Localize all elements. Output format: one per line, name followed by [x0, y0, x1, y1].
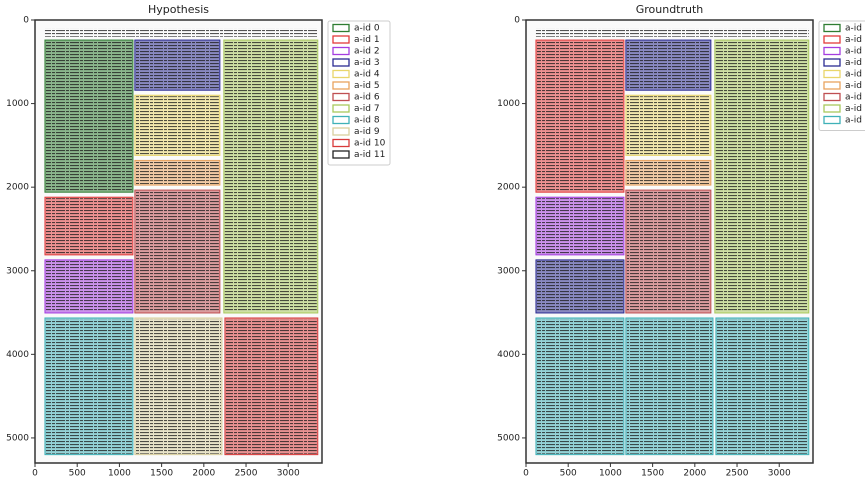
text-texture: [136, 191, 219, 312]
text-texture: [716, 41, 808, 312]
y-tick-label: 5000: [6, 433, 29, 443]
x-tick-label: 2000: [683, 469, 706, 479]
y-tick-label: 0: [514, 16, 520, 26]
legend-label: a-id 10: [354, 139, 386, 149]
text-texture: [136, 41, 219, 89]
chart-title: Groundtruth: [636, 3, 704, 16]
x-tick-label: 3000: [277, 469, 300, 479]
legend-label: a-id 1: [354, 35, 380, 45]
x-tick-label: 500: [560, 469, 577, 479]
legend-label: a-id 3: [354, 58, 380, 68]
y-tick-label: 1000: [6, 99, 29, 109]
legend-label: a-id 0: [845, 24, 865, 34]
text-texture: [717, 319, 808, 454]
legend-label: a-id 0: [354, 24, 380, 34]
text-texture: [46, 41, 132, 191]
text-texture: [537, 319, 623, 454]
x-tick-label: 500: [69, 469, 86, 479]
x-tick-label: 2500: [235, 469, 258, 479]
legend-label: a-id 6: [845, 93, 865, 103]
y-tick-label: 3000: [497, 266, 520, 276]
text-texture: [627, 161, 710, 184]
text-texture: [627, 319, 712, 454]
legend-label: a-id 7: [354, 104, 380, 114]
text-texture: [46, 198, 132, 254]
text-texture: [225, 41, 317, 312]
text-texture: [627, 191, 710, 312]
legend-label: a-id 7: [845, 104, 865, 114]
text-texture: [627, 41, 710, 89]
x-tick-label: 0: [32, 469, 38, 479]
y-tick-label: 0: [23, 16, 29, 26]
text-texture: [136, 161, 219, 184]
text-texture: [136, 319, 221, 454]
text-texture: [627, 96, 710, 154]
text-texture: [537, 198, 623, 254]
legend-label: a-id 4: [845, 70, 865, 80]
page-header: [536, 28, 809, 36]
y-tick-label: 4000: [497, 350, 520, 360]
chart-title: Hypothesis: [148, 3, 209, 16]
x-tick-label: 2500: [726, 469, 749, 479]
legend-label: a-id 9: [354, 127, 380, 137]
y-tick-label: 2000: [6, 183, 29, 193]
text-texture: [226, 319, 317, 454]
y-tick-label: 5000: [497, 433, 520, 443]
x-tick-label: 1000: [108, 469, 131, 479]
page-header: [45, 28, 318, 36]
text-texture: [136, 96, 219, 154]
x-tick-label: 1000: [599, 469, 622, 479]
legend-label: a-id 3: [845, 58, 865, 68]
x-tick-label: 1500: [641, 469, 664, 479]
x-tick-label: 2000: [192, 469, 215, 479]
legend-label: a-id 4: [354, 70, 380, 80]
y-tick-label: 3000: [6, 266, 29, 276]
legend-label: a-id 2: [845, 47, 865, 57]
x-tick-label: 0: [523, 469, 529, 479]
legend-label: a-id 11: [354, 150, 385, 160]
x-tick-label: 1500: [150, 469, 173, 479]
y-tick-label: 4000: [6, 350, 29, 360]
legend-label: a-id 8: [354, 116, 380, 126]
text-texture: [46, 261, 132, 312]
legend-label: a-id 8: [845, 116, 865, 126]
text-texture: [537, 41, 623, 191]
x-tick-label: 3000: [768, 469, 791, 479]
legend-label: a-id 1: [845, 35, 865, 45]
legend-label: a-id 5: [845, 81, 865, 91]
y-tick-label: 2000: [497, 183, 520, 193]
y-tick-label: 1000: [497, 99, 520, 109]
figure: Hypothesis 0 500 1000 1500 2000 2500 3000 0 1000 2…: [0, 0, 865, 479]
text-texture: [537, 261, 623, 312]
text-texture: [46, 319, 132, 454]
legend-label: a-id 5: [354, 81, 380, 91]
legend-label: a-id 6: [354, 93, 380, 103]
legend-label: a-id 2: [354, 47, 380, 57]
